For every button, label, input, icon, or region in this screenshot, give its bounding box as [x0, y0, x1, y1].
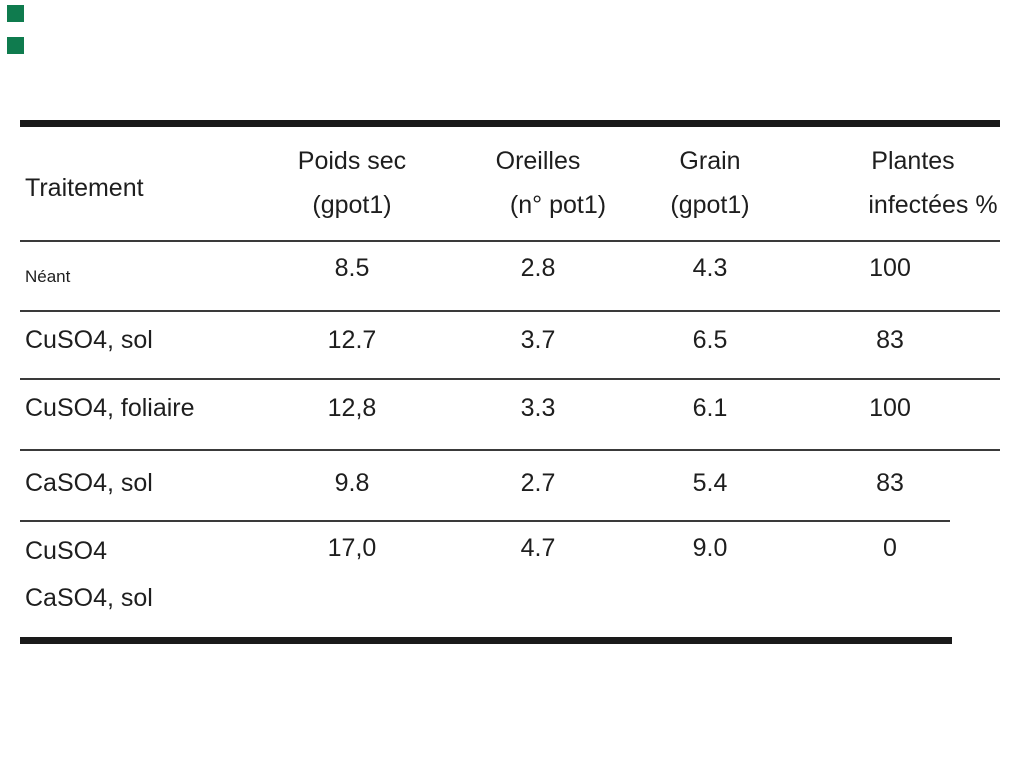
column-header-unit: (n° pot1) [509, 191, 607, 219]
column-header-unit: infectées % [868, 191, 998, 219]
table-row: CuSO4, foliaire 12,8 3.3 6.1 100 [20, 380, 1000, 449]
treatment-label: CuSO4, foliaire [25, 394, 195, 422]
table-bottom-rule [20, 637, 952, 644]
table-row: CuSO4 CaSO4, sol 17,0 4.7 9.0 0 [20, 522, 1000, 637]
grain-value: 6.5 [692, 326, 728, 354]
grain-value: 9.0 [692, 534, 728, 562]
poids-sec-value: 12,8 [327, 394, 377, 422]
poids-sec-value: 8.5 [334, 254, 370, 282]
plantes-infectees-value: 100 [869, 394, 911, 422]
treatment-label: CuSO4 CaSO4, sol [20, 522, 268, 637]
column-header-poids-sec: Poids sec (gpot1) [268, 127, 436, 240]
oreilles-value: 2.8 [520, 254, 556, 282]
oreilles-value: 3.3 [520, 394, 556, 422]
treatment-label-line1: CuSO4 [25, 537, 107, 565]
oreilles-value: 3.7 [520, 326, 556, 354]
plantes-infectees-value: 100 [869, 254, 911, 282]
results-table: Traitement Poids sec (gpot1) Oreilles (n… [20, 120, 1000, 644]
table-top-rule [20, 120, 1000, 127]
row-rule [20, 449, 1000, 451]
column-header-plantes-infectees: Plantes infectées % [780, 127, 1000, 240]
table-row: CaSO4, sol 9.8 2.7 5.4 83 [20, 451, 1000, 520]
plantes-infectees-value: 83 [876, 469, 904, 497]
row-rule [20, 378, 1000, 380]
column-header-label: Traitement [25, 174, 144, 202]
column-header-grain: Grain (gpot1) [640, 127, 780, 240]
table-row: Néant 8.5 2.8 4.3 100 [20, 242, 1000, 310]
poids-sec-value: 12.7 [327, 326, 377, 354]
treatment-label-line2: CaSO4, sol [25, 584, 153, 612]
oreilles-value: 4.7 [520, 534, 556, 562]
grain-value: 6.1 [692, 394, 728, 422]
treatment-label: Néant [25, 267, 71, 286]
header-rule [20, 240, 1000, 242]
row-rule [20, 310, 1000, 312]
green-square-icon [7, 5, 24, 22]
treatment-label: CaSO4, sol [25, 469, 153, 497]
column-header-label: Plantes [871, 147, 955, 175]
column-header-unit: (gpot1) [312, 191, 392, 219]
row-rule [20, 520, 950, 522]
plantes-infectees-value: 0 [883, 534, 897, 562]
column-header-oreilles: Oreilles (n° pot1) [436, 127, 640, 240]
treatment-label: CuSO4, sol [25, 326, 153, 354]
grain-value: 4.3 [692, 254, 728, 282]
table-row: CuSO4, sol 12.7 3.7 6.5 83 [20, 312, 1000, 378]
poids-sec-value: 9.8 [334, 469, 370, 497]
oreilles-value: 2.7 [520, 469, 556, 497]
poids-sec-value: 17,0 [327, 534, 377, 562]
column-header-label: Oreilles [495, 147, 581, 175]
plantes-infectees-value: 83 [876, 326, 904, 354]
table-header-row: Traitement Poids sec (gpot1) Oreilles (n… [20, 127, 1000, 240]
grain-value: 5.4 [692, 469, 728, 497]
column-header-label: Poids sec [297, 147, 407, 175]
column-header-unit: (gpot1) [670, 191, 750, 219]
green-square-icon [7, 37, 24, 54]
column-header-traitement: Traitement [20, 127, 268, 240]
column-header-label: Grain [679, 147, 741, 175]
